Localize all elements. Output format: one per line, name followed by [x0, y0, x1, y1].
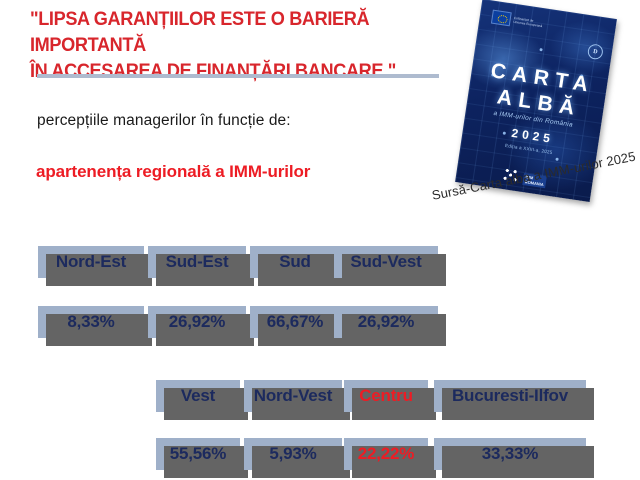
- value-sud-est: 26,92%: [148, 306, 254, 346]
- value-nord-vest: 5,93%: [244, 438, 350, 478]
- title-divider: [37, 74, 439, 78]
- category-label-centru: Centru: [344, 380, 436, 420]
- value-nord-est: 8,33%: [38, 306, 152, 346]
- value-bucuresti-ilfov: 33,33%: [434, 438, 594, 478]
- category-label-sud: Sud: [250, 246, 348, 286]
- subtitle-text: percepțiile managerilor în funcție de:: [37, 112, 291, 129]
- value-sud: 66,67%: [250, 306, 348, 346]
- value-centru: 22,22%: [344, 438, 436, 478]
- category-label-bucuresti-ilfov: Bucuresti-Ilfov: [434, 380, 594, 420]
- value-vest: 55,56%: [156, 438, 248, 478]
- category-label-sud-est: Sud-Est: [148, 246, 254, 286]
- subtitle-accent-text: apartenența regională a IMM-urilor: [36, 162, 311, 181]
- category-label-sud-vest: Sud-Vest: [334, 246, 446, 286]
- category-label-nord-est: Nord-Est: [38, 246, 152, 286]
- value-sud-vest: 26,92%: [334, 306, 446, 346]
- category-label-vest: Vest: [156, 380, 248, 420]
- category-label-nord-vest: Nord-Vest: [244, 380, 350, 420]
